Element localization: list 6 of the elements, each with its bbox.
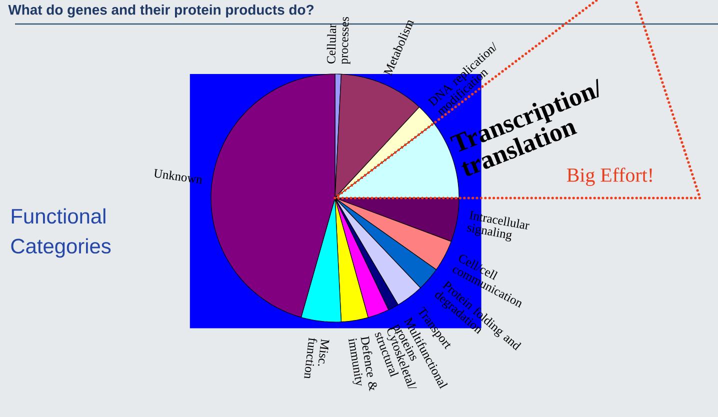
slice-label: Intracellular signaling	[466, 210, 530, 242]
chart-title: What do genes and their protein products do?	[8, 4, 314, 18]
slice-label: Misc. function	[304, 338, 330, 378]
text: Functional Categories	[11, 208, 111, 258]
slice-label: Cellular processes	[326, 17, 350, 64]
slice-label: Unknown	[154, 168, 202, 184]
